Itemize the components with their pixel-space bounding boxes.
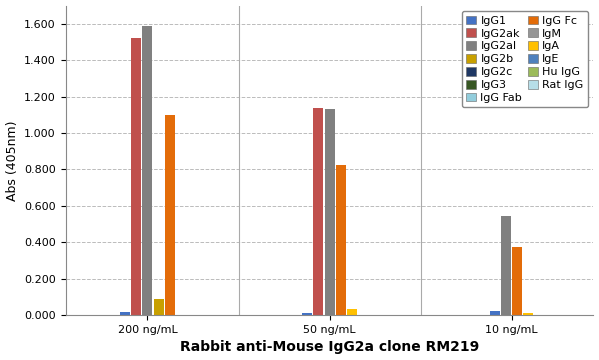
Bar [512,247,522,315]
Bar [153,299,164,315]
Bar [335,165,346,315]
Bar [490,311,500,315]
Bar [165,115,175,315]
Bar [120,311,131,315]
Bar [347,309,357,315]
Legend: IgG1, IgG2ak, IgG2al, IgG2b, IgG2c, IgG3, IgG Fab, IgG Fc, IgM, IgA, IgE, Hu IgG: IgG1, IgG2ak, IgG2al, IgG2b, IgG2c, IgG3… [462,11,588,107]
Bar [523,313,533,315]
Bar [302,313,312,315]
Bar [131,38,141,315]
Bar [501,216,511,315]
Bar [143,26,153,315]
Y-axis label: Abs (405nm): Abs (405nm) [5,120,19,201]
X-axis label: Rabbit anti-Mouse IgG2a clone RM219: Rabbit anti-Mouse IgG2a clone RM219 [180,341,479,355]
Bar [325,109,334,315]
Bar [313,108,323,315]
